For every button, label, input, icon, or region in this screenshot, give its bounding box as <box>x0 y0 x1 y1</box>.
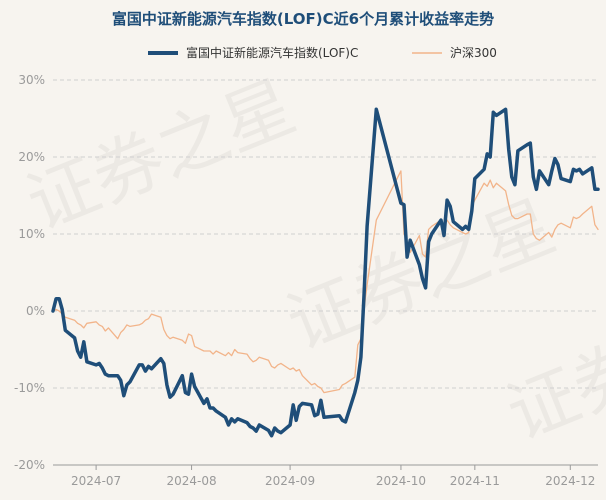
y-tick-label: 0% <box>26 304 45 318</box>
legend: 富国中证新能源汽车指数(LOF)C 沪深300 <box>148 45 497 60</box>
x-axis: 2024-07 2024-08 2024-09 2024-10 2024-11 2024-… <box>53 464 598 488</box>
series-line-index <box>52 170 599 394</box>
y-axis: 30% 20% 10% 0% -10% -20% <box>14 73 45 472</box>
x-tick-label: 2024-11 <box>450 474 500 488</box>
x-tick-label: 2024-08 <box>166 474 216 488</box>
y-tick-label: -10% <box>14 381 45 395</box>
x-tick-label: 2024-10 <box>376 474 426 488</box>
x-tick-label: 2024-07 <box>71 474 121 488</box>
watermark-text-0: 证券之星 <box>16 65 306 246</box>
y-tick-label: 20% <box>18 150 45 164</box>
watermark-text-2: 证券之星 <box>496 275 606 456</box>
y-tick-label: 10% <box>18 227 45 241</box>
x-tick-label: 2024-12 <box>545 474 595 488</box>
plot-area <box>51 107 600 438</box>
legend-label-index: 沪深300 <box>450 46 497 60</box>
chart-title: 富国中证新能源汽车指数(LOF)C近6个月累计收益率走势 <box>112 10 494 28</box>
x-tick-label: 2024-09 <box>265 474 315 488</box>
y-tick-label: -20% <box>14 458 45 472</box>
y-tick-label: 30% <box>18 73 45 87</box>
series-line-fund <box>51 107 600 438</box>
legend-label-fund: 富国中证新能源汽车指数(LOF)C <box>186 45 358 60</box>
